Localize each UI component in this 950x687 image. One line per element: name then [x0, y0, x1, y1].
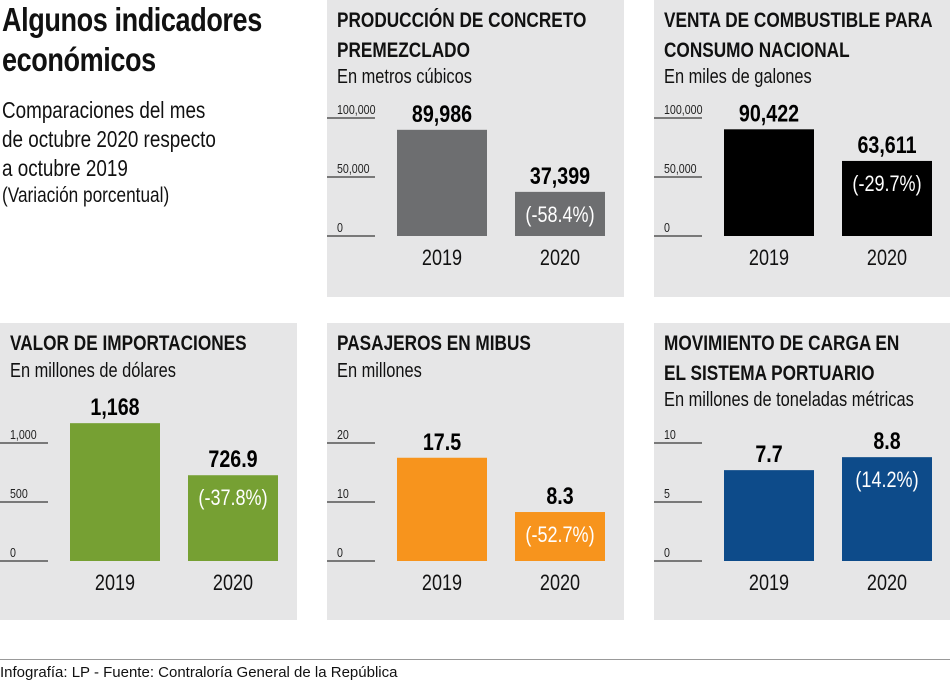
chart-title-line: VENTA DE COMBUSTIBLE PARA — [664, 9, 933, 32]
y-tick-label: 0 — [10, 545, 16, 560]
title-line: económicos — [2, 41, 156, 78]
unit-text: En metros cúbicos — [337, 66, 472, 88]
bar-2019 — [724, 129, 814, 236]
y-tick-label: 0 — [664, 545, 670, 560]
x-tick-label: 2020 — [540, 571, 580, 595]
change-percent-label: (-37.8%) — [198, 487, 267, 511]
y-tick-label: 0 — [337, 220, 343, 235]
x-tick-label: 2020 — [540, 246, 580, 270]
chart-unit-label: En millones de dólares — [10, 360, 212, 383]
note-text: (Variación porcentual) — [2, 184, 170, 207]
x-tick-label: 2019 — [422, 571, 462, 595]
chart-title-line: CONSUMO NACIONAL — [664, 39, 850, 62]
chart-unit-label: En millones — [337, 360, 440, 383]
y-tick-label: 50,000 — [337, 161, 370, 176]
chart-panel: PRODUCCIÓN DE CONCRETO PREMEZCLADO En metr… — [327, 0, 624, 297]
bar-value-label: 17.5 — [423, 428, 461, 455]
y-tick-label: 20 — [337, 427, 349, 442]
x-tick-label: 2019 — [422, 246, 462, 270]
chart-title: VALOR DE IMPORTACIONES — [10, 329, 299, 359]
unit-text: En millones de toneladas métricas — [664, 389, 914, 411]
x-tick-label: 2020 — [213, 571, 253, 595]
bar-chart: 0 500 1,000 1,168 2019 726.9 2020 (-37.8%) — [0, 393, 278, 595]
bar-value-label: 37,399 — [530, 162, 590, 189]
bar-2019 — [397, 457, 487, 561]
x-tick-label: 2020 — [867, 571, 907, 595]
y-tick-label: 10 — [664, 427, 676, 442]
x-tick-label: 2019 — [749, 571, 789, 595]
chart-panel: PASAJEROS EN MIBUS En millones 0 10 20 17.5 20… — [327, 323, 624, 620]
bar-2019 — [724, 470, 814, 561]
bar-value-label: 90,422 — [739, 99, 799, 126]
x-tick-label: 2019 — [749, 246, 789, 270]
bar-value-label: 63,611 — [857, 131, 916, 158]
bar-value-label: 726.9 — [208, 445, 257, 472]
bar-2020 — [842, 457, 932, 561]
y-tick-label: 0 — [337, 545, 343, 560]
chart-unit-label: En millones de toneladas métricas — [664, 389, 950, 412]
x-tick-label: 2019 — [95, 571, 135, 595]
chart-title-line: VALOR DE IMPORTACIONES — [10, 332, 247, 355]
chart-title: PASAJEROS EN MIBUS — [337, 329, 574, 359]
chart-panel: VENTA DE COMBUSTIBLE PARA CONSUMO NACIONA… — [654, 0, 950, 297]
y-tick-label: 50,000 — [664, 161, 697, 176]
unit-text: En millones de dólares — [10, 360, 176, 382]
bar-value-label: 7.7 — [755, 440, 782, 467]
page-title: Algunos indicadores económicos — [2, 0, 319, 80]
change-percent-label: (-52.7%) — [525, 523, 594, 547]
bar-2019 — [70, 423, 160, 561]
chart-unit-label: En metros cúbicos — [337, 66, 502, 89]
change-percent-label: (-29.7%) — [852, 172, 921, 196]
y-tick-label: 1,000 — [10, 427, 37, 442]
subtitle-line: Comparaciones del mes — [2, 97, 206, 123]
bar-chart: 0 50,000 100,000 90,422 2019 63,611 2020 (-29.7… — [654, 99, 932, 270]
chart-unit-label: En miles de galones — [664, 66, 844, 89]
change-percent-label: (-58.4%) — [525, 203, 594, 227]
bar-value-label: 1,168 — [90, 393, 139, 420]
chart-title-line: PREMEZCLADO — [337, 39, 470, 62]
footer-credit: Infografía: LP - Fuente: Contraloría Gen… — [0, 664, 398, 681]
chart-panel: VALOR DE IMPORTACIONES En millones de dól… — [0, 323, 297, 620]
bar-value-label: 89,986 — [412, 100, 472, 127]
bar-2020 — [188, 475, 278, 561]
y-tick-label: 100,000 — [664, 102, 703, 117]
chart-title-line: PASAJEROS EN MIBUS — [337, 332, 531, 355]
page-note: (Variación porcentual) — [2, 184, 206, 208]
subtitle-line: a octubre 2019 — [2, 155, 128, 181]
footer-divider — [0, 659, 950, 660]
unit-text: En miles de galones — [664, 66, 812, 88]
y-tick-label: 0 — [664, 220, 670, 235]
bar-2020 — [842, 160, 932, 236]
bar-chart: 0 5 10 7.7 2019 8.8 2020 (14.2%) — [654, 427, 932, 595]
y-tick-label: 10 — [337, 486, 349, 501]
bar-2019 — [397, 129, 487, 236]
bar-2020 — [515, 191, 605, 236]
y-tick-label: 5 — [664, 486, 670, 501]
chart-title: VENTA DE COMBUSTIBLE PARA CONSUMO NACIONA… — [664, 6, 950, 66]
x-tick-label: 2020 — [867, 246, 907, 270]
bar-value-label: 8.8 — [873, 427, 900, 454]
chart-title: MOVIMIENTO DE CARGA EN EL SISTEMA PORTUAR… — [664, 329, 950, 389]
subtitle-line: de octubre 2020 respecto — [2, 126, 216, 152]
chart-title-line: MOVIMIENTO DE CARGA EN — [664, 332, 900, 355]
bar-value-label: 8.3 — [546, 482, 573, 509]
chart-title-line: PRODUCCIÓN DE CONCRETO — [337, 9, 587, 32]
y-tick-label: 500 — [10, 486, 28, 501]
bar-chart: 0 10 20 17.5 2019 8.3 2020 (-52.7%) — [327, 427, 605, 595]
change-percent-label: (14.2%) — [855, 469, 918, 493]
y-tick-label: 100,000 — [337, 102, 376, 117]
chart-panel: MOVIMIENTO DE CARGA EN EL SISTEMA PORTUAR… — [654, 323, 950, 620]
chart-title: PRODUCCIÓN DE CONCRETO PREMEZCLADO — [337, 6, 641, 66]
bar-chart: 0 50,000 100,000 89,986 2019 37,399 2020 (-58.4… — [327, 100, 605, 270]
chart-title-line: EL SISTEMA PORTUARIO — [664, 362, 875, 385]
title-line: Algunos indicadores — [2, 1, 262, 38]
bar-2020 — [515, 512, 605, 561]
page-subtitle: Comparaciones del mes de octubre 2020 re… — [2, 96, 263, 183]
unit-text: En millones — [337, 360, 422, 382]
